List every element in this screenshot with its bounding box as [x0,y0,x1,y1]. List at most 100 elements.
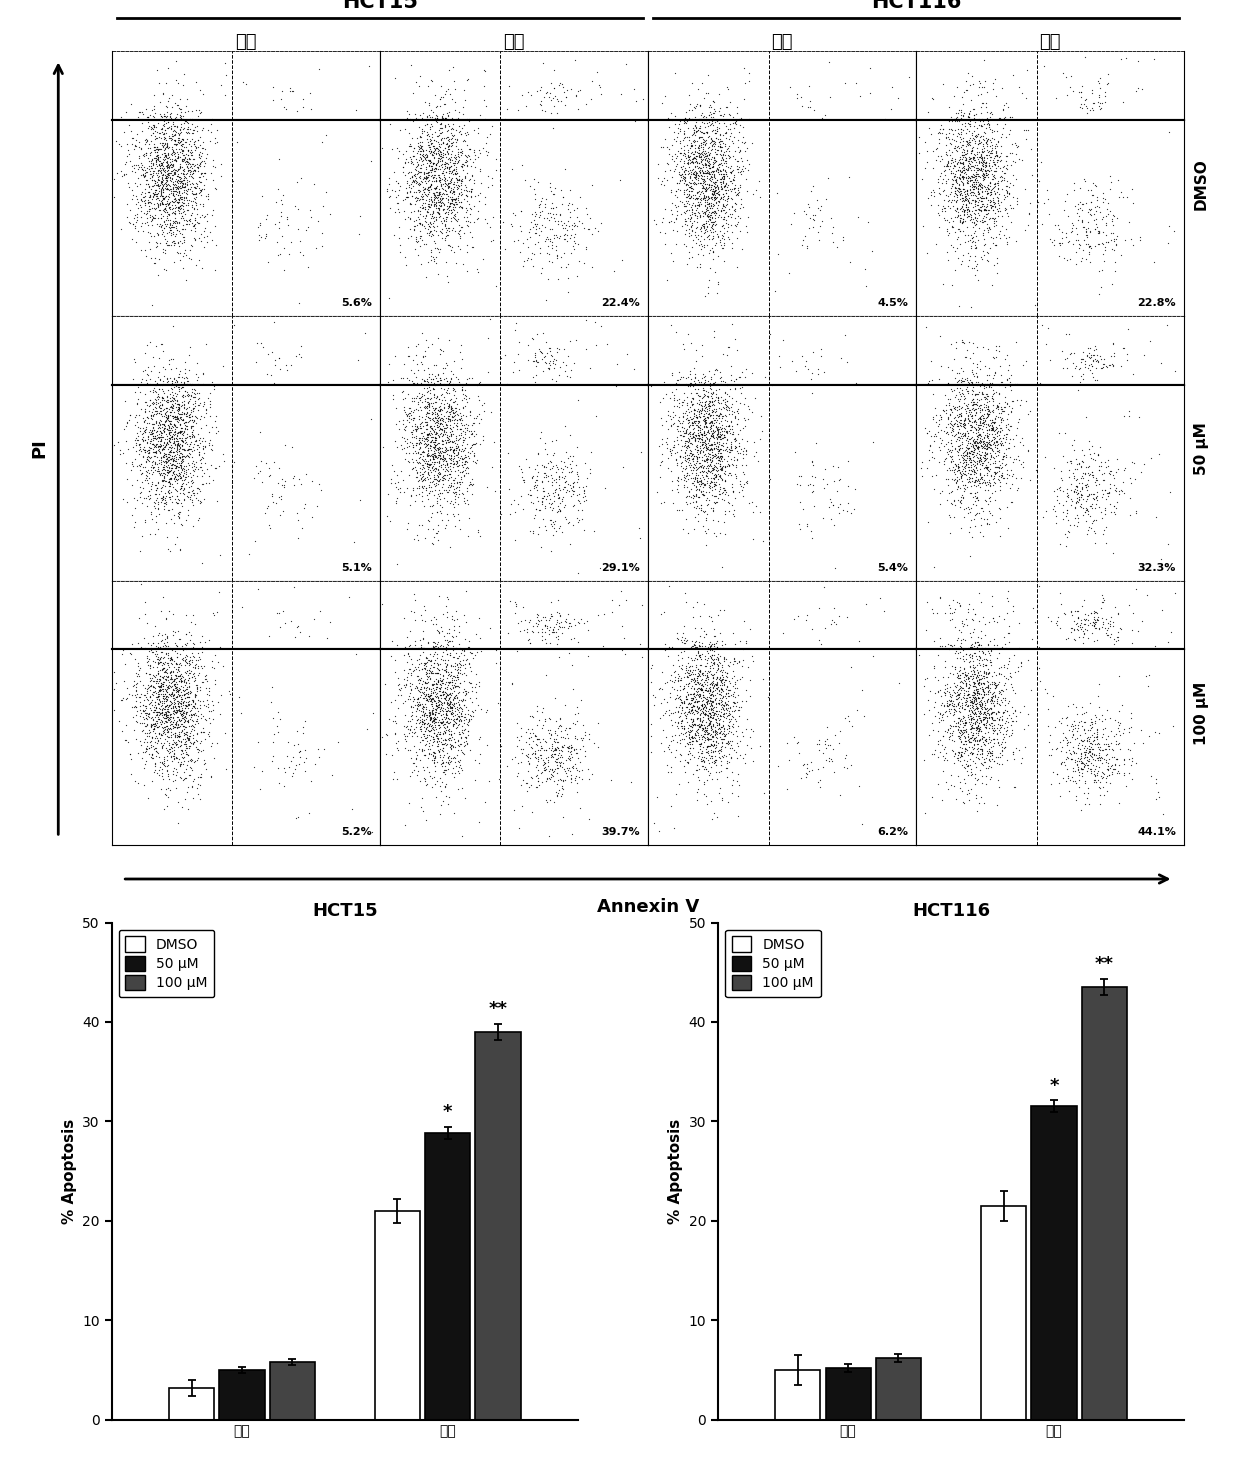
Point [707,127,727,150]
Point [446,641,466,665]
Point [694,727,714,750]
Point [430,680,450,703]
Point [991,637,1011,660]
Point [177,209,197,232]
Point [402,422,422,446]
Point [928,193,947,216]
Point [429,437,449,460]
Point [682,727,702,750]
Point [667,428,687,452]
Point [171,680,191,703]
Point [1121,228,1141,252]
Point [126,410,146,434]
Point [955,421,975,444]
Point [999,703,1019,727]
Point [424,652,444,675]
Point [713,193,733,216]
Point [166,702,186,725]
Point [959,778,978,802]
Point [187,746,207,769]
Point [940,721,960,744]
Point [1097,755,1117,778]
Point [575,337,595,360]
Point [680,691,699,715]
Point [497,755,517,778]
Point [407,465,427,488]
Point [699,703,719,727]
Point [388,666,408,690]
Point [997,496,1017,519]
Point [425,159,445,182]
Point [692,719,712,743]
Point [193,749,213,772]
Point [141,640,161,663]
Point [531,746,551,769]
Point [990,107,1009,131]
Point [977,134,997,157]
Point [568,488,588,512]
Point [1039,203,1059,227]
Point [956,496,976,519]
Point [417,188,436,212]
Point [196,663,216,687]
Point [680,175,699,199]
Point [419,399,439,422]
Point [169,146,188,169]
Point [946,455,966,478]
Point [709,691,729,715]
Point [191,182,211,206]
Point [180,708,200,731]
Point [944,165,963,188]
Point [811,633,831,656]
Point [182,393,202,416]
Point [418,356,438,380]
Point [461,197,481,221]
Point [975,165,994,188]
Point [563,482,583,506]
Point [175,685,195,709]
Point [439,328,459,352]
Point [430,672,450,696]
Point [543,349,563,372]
Point [191,447,211,471]
Point [985,412,1004,435]
Point [725,140,745,163]
Point [951,187,971,210]
Point [987,119,1007,143]
Point [177,499,197,522]
Point [156,163,176,187]
Point [159,683,179,706]
Point [956,184,976,207]
Point [448,728,467,752]
Point [397,665,417,688]
Point [965,457,985,481]
Point [698,734,718,758]
Point [126,122,146,146]
Point [435,513,455,537]
Point [200,721,219,744]
Point [957,140,977,163]
Point [161,466,181,490]
Point [952,153,972,177]
Point [164,174,184,197]
Point [1076,497,1096,521]
Point [446,193,466,216]
Point [980,374,999,397]
Point [417,112,436,135]
Point [166,633,186,656]
Point [678,447,698,471]
Point [954,144,973,168]
Point [944,216,963,240]
Point [960,696,980,719]
Point [701,450,720,474]
Point [702,446,722,469]
Point [985,135,1004,159]
Point [436,691,456,715]
Point [935,677,955,700]
Point [456,649,476,672]
Point [170,677,190,700]
Point [949,459,968,482]
Point [174,462,193,485]
Point [1018,438,1038,462]
Bar [475,1033,521,1420]
